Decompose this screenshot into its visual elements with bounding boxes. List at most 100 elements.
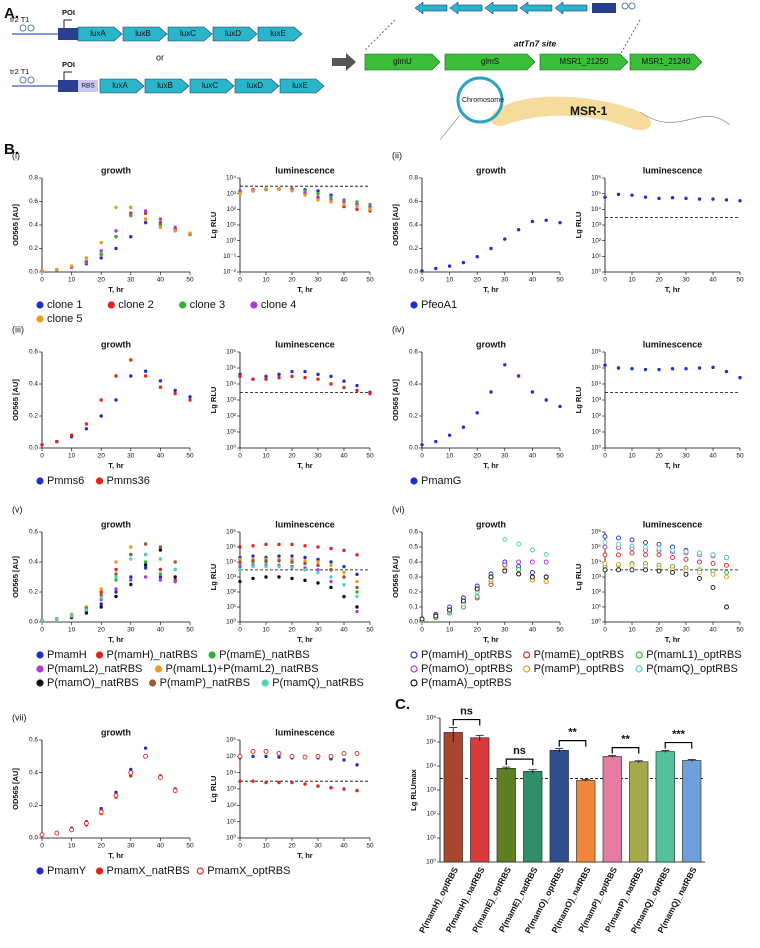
data-point <box>303 555 307 560</box>
y-tick-label: 0.0 <box>409 269 418 276</box>
y-tick-label: 0.2 <box>29 802 38 809</box>
x-tick-label: 40 <box>340 453 348 460</box>
data-point <box>302 754 308 760</box>
x-tick-label: 20 <box>288 453 296 460</box>
data-point <box>99 605 103 609</box>
y-tick-label: 10⁰ <box>226 834 236 842</box>
y-tick-label: 10¹ <box>427 835 437 842</box>
data-point <box>114 790 118 794</box>
x-tick-label: 40 <box>157 453 165 460</box>
legend-label: Pmms36 <box>107 475 150 487</box>
data-point <box>643 540 648 545</box>
y-tick-label: 10⁵ <box>591 365 601 372</box>
terminator <box>19 76 27 84</box>
data-point <box>114 590 118 594</box>
data-point <box>516 567 522 572</box>
data-point <box>264 187 268 191</box>
y-tick-label: 10¹ <box>227 604 237 611</box>
data-point <box>329 585 333 590</box>
x-tick-label: 0 <box>603 453 607 460</box>
x-tick-label: 30 <box>501 453 509 460</box>
data-point <box>173 560 177 564</box>
genome-gene <box>364 53 441 71</box>
data-point <box>129 767 133 772</box>
x-tick-label: 40 <box>157 627 165 634</box>
data-point <box>290 554 294 558</box>
x-tick-label: 0 <box>40 453 44 460</box>
data-point <box>420 443 424 447</box>
data-point <box>341 751 347 756</box>
x-tick-label: 50 <box>366 453 374 460</box>
y-tick-label: 10² <box>227 206 237 213</box>
data-point <box>251 779 255 783</box>
data-point <box>264 564 268 569</box>
legend-label: PmamX_optRBS <box>207 865 290 877</box>
legend-marker <box>410 651 418 659</box>
legend-label: Pmms6 <box>47 475 84 487</box>
legend-label: PmamH <box>47 649 87 661</box>
data-point <box>238 191 242 196</box>
x-tick-label: 20 <box>288 627 296 634</box>
data-point <box>328 753 334 759</box>
x-axis-label: T, hr <box>483 635 498 644</box>
legend-label: P(mamE)_natRBS <box>219 649 309 661</box>
data-point <box>316 563 320 568</box>
panel-label: A. <box>4 5 19 22</box>
data-point <box>419 616 425 622</box>
data-point <box>516 374 521 378</box>
y-tick-label: 0.6 <box>29 737 38 744</box>
legend-marker <box>410 477 418 485</box>
data-point <box>303 782 307 786</box>
data-point <box>290 189 294 193</box>
legend-label: clone 5 <box>47 313 82 325</box>
y-tick-label: 10¹ <box>592 253 602 260</box>
data-point <box>290 542 294 547</box>
legend-marker <box>410 301 418 309</box>
data-point <box>143 369 148 373</box>
y-axis-label: OD565 [AU] <box>11 204 20 246</box>
x-tick-label: 20 <box>98 277 106 284</box>
gene-label: luxB <box>157 81 173 90</box>
x-tick-label: 10 <box>628 277 636 284</box>
data-point <box>684 196 688 201</box>
x-tick-label: 50 <box>556 627 564 634</box>
data-point <box>670 367 675 371</box>
data-point <box>158 225 163 230</box>
y-tick-label: 0.6 <box>29 349 38 356</box>
x-tick-label: 20 <box>655 277 663 284</box>
genome-gene <box>629 53 703 71</box>
y-tick-label: 10² <box>227 802 237 809</box>
data-point <box>129 213 133 218</box>
y-tick-label: 0.6 <box>29 529 38 536</box>
data-point <box>54 830 60 836</box>
chart-title: luminescence <box>643 165 703 175</box>
x-tick-label: 20 <box>474 627 482 634</box>
genome-gene <box>539 53 629 71</box>
data-point <box>99 590 103 594</box>
data-point <box>657 196 661 201</box>
y-axis-label: Lg RLU <box>574 387 583 414</box>
data-point <box>530 219 535 224</box>
data-point <box>329 560 333 564</box>
data-point <box>529 574 535 580</box>
data-point <box>516 559 522 565</box>
y-tick-label: 10⁰ <box>226 236 236 244</box>
data-point <box>128 770 134 776</box>
legend-label: PmamY <box>47 865 87 877</box>
x-tick-label: 10 <box>68 627 76 634</box>
x-tick-label: 30 <box>314 843 322 850</box>
gene <box>212 26 258 42</box>
y-tick-label: 10³ <box>427 787 437 794</box>
data-point <box>460 598 466 604</box>
data-point <box>84 608 89 612</box>
y-axis-label: OD565 [AU] <box>11 556 20 598</box>
y-tick-label: 0.6 <box>29 198 38 205</box>
terminator <box>27 24 35 32</box>
data-point <box>355 609 359 614</box>
y-tick-label: 10³ <box>592 574 602 581</box>
data-point <box>264 559 268 563</box>
legend-label: P(mamL1)+P(mamL2)_natRBS <box>166 663 319 675</box>
promoter-label: POI <box>62 8 75 17</box>
data-point <box>113 793 119 798</box>
data-point <box>99 596 103 600</box>
